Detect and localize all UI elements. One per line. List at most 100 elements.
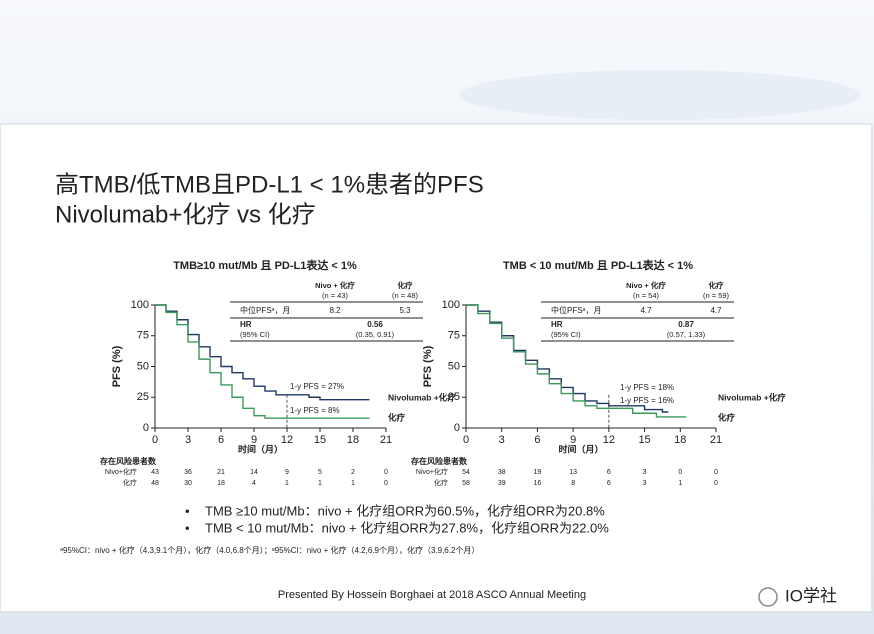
- risk-count: 14: [250, 469, 258, 476]
- inset-hr: 0.87: [678, 320, 694, 329]
- x-tick-label: 18: [347, 434, 359, 446]
- km-curve: [466, 304, 687, 418]
- km-curve: [466, 304, 669, 413]
- inset-median: 8.2: [329, 306, 341, 315]
- inset-header: 化疗: [709, 280, 724, 290]
- inset-median: 5.3: [399, 306, 411, 315]
- km-curve: [155, 304, 370, 401]
- x-tick-label: 12: [603, 434, 615, 446]
- y-tick-label: 100: [131, 299, 149, 311]
- x-tick-label: 12: [281, 434, 293, 446]
- risk-count: 4: [252, 480, 256, 487]
- risk-row-label: 化疗: [123, 478, 137, 487]
- y-tick-label: 75: [448, 330, 460, 342]
- risk-count: 1: [351, 480, 355, 487]
- inset-hr: 0.56: [367, 320, 383, 329]
- chart-title: TMB < 10 mut/Mb 且 PD-L1表达 < 1%: [503, 258, 693, 272]
- svg-text:•: •: [185, 520, 190, 535]
- risk-count: 5: [318, 469, 322, 476]
- y-tick-label: 75: [137, 330, 149, 342]
- risk-count: 3: [643, 480, 647, 487]
- x-tick-label: 6: [218, 434, 224, 446]
- km-curve: [155, 304, 370, 419]
- inset-ci: (0.35, 0.91): [356, 330, 395, 339]
- slide-title: 高TMB/低TMB且PD-L1 < 1%患者的PFS: [55, 171, 484, 198]
- watermark: IO学社: [785, 586, 837, 605]
- x-tick-label: 15: [314, 434, 326, 446]
- y-tick-label: 25: [137, 391, 149, 403]
- x-tick-label: 9: [251, 434, 257, 446]
- x-tick-label: 3: [185, 434, 191, 446]
- legend-label: Nivolumab +化疗: [718, 392, 786, 402]
- risk-count: 19: [534, 469, 542, 476]
- risk-count: 38: [498, 469, 506, 476]
- x-axis-label: 时间（月）: [238, 443, 283, 454]
- inset-n: (n = 48): [392, 291, 419, 300]
- inset-header: Nivo + 化疗: [315, 280, 355, 290]
- risk-count: 58: [462, 480, 470, 487]
- annotation: 1-y PFS = 16%: [620, 396, 674, 405]
- legend-label: 化疗: [388, 412, 406, 422]
- x-tick-label: 15: [638, 434, 650, 446]
- risk-row-label: 化疗: [434, 478, 448, 487]
- y-tick-label: 0: [454, 422, 460, 434]
- x-axis-label: 时间（月）: [558, 443, 603, 454]
- inset-row-label: (95% CI): [551, 330, 581, 339]
- x-tick-label: 0: [463, 434, 469, 446]
- inset-header: 化疗: [398, 280, 413, 290]
- risk-count: 8: [571, 480, 575, 487]
- bullet: TMB < 10 mut/Mb：nivo + 化疗组ORR为27.8%，化疗组O…: [205, 520, 609, 535]
- risk-count: 0: [384, 480, 388, 487]
- risk-row-label: Nivo+化疗: [105, 467, 137, 476]
- y-tick-label: 50: [137, 360, 149, 372]
- risk-count: 0: [678, 469, 682, 476]
- risk-count: 3: [643, 469, 647, 476]
- x-tick-label: 3: [499, 434, 505, 446]
- y-tick-label: 50: [448, 360, 460, 372]
- legend-label: 化疗: [718, 412, 736, 422]
- inset-ci: (0.57, 1.33): [667, 330, 706, 339]
- x-tick-label: 0: [152, 434, 158, 446]
- legend-label: Nivolumab +化疗: [388, 392, 456, 402]
- risk-count: 54: [462, 469, 470, 476]
- inset-median: 4.7: [640, 306, 652, 315]
- risk-count: 43: [151, 469, 159, 476]
- risk-count: 39: [498, 480, 506, 487]
- slide-title: Nivolumab+化疗 vs 化疗: [55, 201, 316, 228]
- risk-count: 16: [534, 480, 542, 487]
- x-tick-label: 21: [380, 434, 392, 446]
- risk-count: 36: [184, 469, 192, 476]
- x-tick-label: 21: [710, 434, 722, 446]
- annotation: 1-y PFS = 18%: [620, 383, 674, 392]
- bullet: TMB ≥10 mut/Mb：nivo + 化疗组ORR为60.5%，化疗组OR…: [205, 503, 605, 518]
- svg-text:•: •: [185, 503, 190, 518]
- inset-row-label: (95% CI): [240, 330, 270, 339]
- footnote: ᵃ95%CI：nivo + 化疗（4.3,9.1个月），化疗（4.0,6.8个月…: [60, 545, 479, 555]
- risk-count: 9: [285, 469, 289, 476]
- inset-n: (n = 43): [322, 291, 349, 300]
- risk-count: 13: [569, 469, 577, 476]
- risk-count: 2: [351, 469, 355, 476]
- risk-count: 48: [151, 480, 159, 487]
- y-axis-label: PFS (%): [422, 345, 434, 387]
- risk-count: 0: [384, 469, 388, 476]
- slide: [0, 123, 873, 613]
- risk-count: 1: [318, 480, 322, 487]
- y-tick-label: 25: [448, 391, 460, 403]
- risk-title: 存在风险患者数: [410, 456, 468, 466]
- presenter: Presented By Hossein Borghaei at 2018 AS…: [278, 589, 586, 601]
- risk-count: 18: [217, 480, 225, 487]
- risk-count: 0: [714, 469, 718, 476]
- x-tick-label: 18: [674, 434, 686, 446]
- risk-row-label: Nivo+化疗: [416, 467, 448, 476]
- risk-count: 1: [285, 480, 289, 487]
- annotation: 1-y PFS = 27%: [290, 382, 344, 391]
- inset-row-label: HR: [551, 320, 563, 329]
- x-tick-label: 6: [534, 434, 540, 446]
- chart-title: TMB≥10 mut/Mb 且 PD-L1表达 < 1%: [173, 258, 357, 272]
- annotation: 1-y PFS = 8%: [290, 406, 340, 415]
- inset-n: (n = 59): [703, 291, 730, 300]
- risk-count: 0: [714, 480, 718, 487]
- inset-n: (n = 54): [633, 291, 660, 300]
